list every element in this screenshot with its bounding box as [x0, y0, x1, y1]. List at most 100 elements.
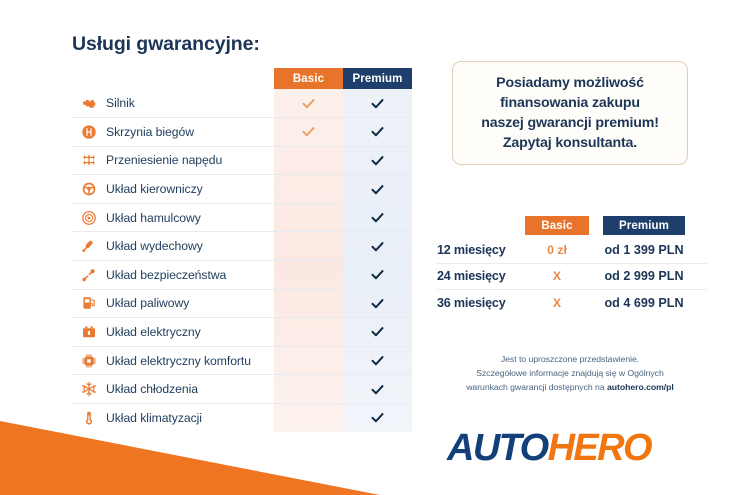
check-icon — [371, 213, 384, 223]
pricing-row: 12 miesięcy 0 zł od 1 399 PLN — [437, 237, 707, 264]
chip-icon — [72, 353, 106, 369]
service-label: Układ chłodzenia — [106, 382, 199, 397]
pricing-term: 12 miesięcy — [437, 242, 506, 257]
financing-line-3: naszej gwarancji premium! — [481, 115, 659, 131]
pricing-term: 36 miesięcy — [437, 295, 506, 310]
pricing-header-spacer — [437, 216, 525, 235]
service-label: Skrzynia biegów — [106, 124, 194, 139]
website-link[interactable]: autohero.com/pl — [606, 382, 674, 393]
check-icon — [371, 98, 384, 108]
logo-text-hero: HERO — [547, 427, 653, 469]
pricing-basic-value: 0 zł — [547, 242, 567, 257]
check-icon — [371, 241, 384, 251]
check-icon — [302, 127, 315, 137]
table-row: Przeniesienie napędu — [72, 147, 412, 176]
engine-icon — [72, 95, 106, 112]
service-cell-premium — [343, 296, 412, 311]
pricing-section: Basic Premium 12 miesięcy 0 zł od 1 399 PL… — [437, 216, 707, 316]
brake-disc-icon — [72, 210, 106, 226]
check-icon — [371, 384, 384, 394]
fine-print-line-2: Szczegółowe informacje znajdują się w Og… — [476, 368, 664, 379]
table-row: Układ bezpieczeństwa — [72, 261, 412, 290]
snowflake-icon — [72, 381, 106, 397]
services-table-header: Basic Premium — [72, 68, 412, 90]
pricing-column-header-premium: Premium — [603, 216, 685, 235]
table-row: Układ kierowniczy — [72, 175, 412, 204]
financing-line-4: Zapytaj konsultanta. — [502, 135, 638, 152]
service-cell-basic — [274, 124, 343, 139]
check-icon — [371, 270, 384, 280]
services-table: Basic Premium Silnik Skrzynia biegów Przen… — [72, 68, 412, 432]
gearbox-icon — [72, 124, 106, 140]
autohero-logo: AUTOHERO — [447, 427, 653, 469]
pricing-basic-value: X — [552, 269, 562, 284]
service-cell-premium — [343, 382, 412, 397]
service-label: Układ bezpieczeństwa — [106, 267, 227, 282]
service-cell-premium — [343, 239, 412, 254]
table-row: Skrzynia biegów — [72, 118, 412, 147]
service-label: Przeniesienie napędu — [106, 153, 223, 168]
pricing-term: 24 miesięcy — [437, 269, 506, 284]
check-icon — [371, 298, 384, 309]
pricing-premium-value: od 1 399 PLN — [604, 242, 684, 257]
service-cell-premium — [343, 210, 412, 225]
pricing-premium-value: od 2 999 PLN — [604, 269, 684, 284]
service-label: Układ klimatyzacji — [106, 410, 202, 425]
service-cell-premium — [343, 124, 412, 139]
service-cell-basic — [274, 96, 343, 111]
services-row-list: Silnik Skrzynia biegów Przeniesienie napęd… — [72, 89, 412, 431]
service-cell-premium — [343, 410, 412, 425]
check-icon — [371, 155, 384, 166]
table-row: Układ wydechowy — [72, 232, 412, 261]
seatbelt-icon — [72, 267, 106, 283]
fuel-pump-icon — [72, 295, 106, 311]
check-icon — [371, 413, 384, 423]
exhaust-icon — [72, 238, 106, 254]
financing-line-1: Posiadamy możliwość — [496, 74, 644, 91]
service-label: Układ kierowniczy — [106, 182, 203, 197]
service-label: Układ elektryczny komfortu — [106, 353, 251, 368]
thermometer-icon — [72, 410, 106, 426]
service-cell-premium — [343, 96, 412, 111]
drivetrain-icon — [72, 152, 106, 168]
service-label: Silnik — [106, 96, 135, 111]
check-icon — [371, 356, 384, 366]
table-row: Układ paliwowy — [72, 290, 412, 319]
table-row: Układ klimatyzacji — [72, 404, 412, 432]
table-row: Układ hamulcowy — [72, 204, 412, 233]
logo-text-auto: AUTO — [447, 427, 549, 469]
services-section: Usługi gwarancyjne: Basic Premium Silnik… — [72, 33, 420, 432]
service-label: Układ wydechowy — [106, 239, 203, 254]
basic-column-band — [274, 68, 343, 432]
check-icon — [371, 327, 384, 337]
steering-wheel-icon — [72, 181, 106, 197]
header-spacer — [72, 68, 274, 89]
table-row: Układ elektryczny — [72, 318, 412, 347]
check-icon — [302, 98, 315, 108]
fine-print: Jest to uproszczone przedstawienie. Szcz… — [424, 352, 716, 394]
service-cell-premium — [343, 153, 412, 168]
battery-icon — [72, 324, 106, 340]
service-cell-premium — [343, 353, 412, 368]
page-title: Usługi gwarancyjne: — [72, 33, 260, 55]
service-label: Układ paliwowy — [106, 296, 190, 311]
table-row: Układ chłodzenia — [72, 375, 412, 404]
pricing-premium-value: od 4 699 PLN — [604, 295, 684, 310]
fine-print-line-1: Jest to uproszczone przedstawienie. — [500, 354, 640, 364]
fine-print-line-3-prefix: warunkach gwarancji dostępnych na — [466, 382, 607, 393]
pricing-basic-value: X — [552, 295, 562, 310]
financing-info-box: Posiadamy możliwość finansowania zakupu … — [452, 61, 688, 165]
service-cell-premium — [343, 182, 412, 197]
pricing-table-header: Basic Premium — [437, 216, 707, 235]
table-row: Silnik — [72, 89, 412, 119]
table-row: Układ elektryczny komfortu — [72, 347, 412, 376]
service-label: Układ elektryczny — [106, 324, 201, 339]
pricing-column-header-basic: Basic — [525, 216, 589, 235]
column-header-basic: Basic — [274, 68, 343, 90]
premium-column-band — [343, 68, 412, 432]
service-cell-premium — [343, 267, 412, 282]
check-icon — [371, 127, 384, 137]
